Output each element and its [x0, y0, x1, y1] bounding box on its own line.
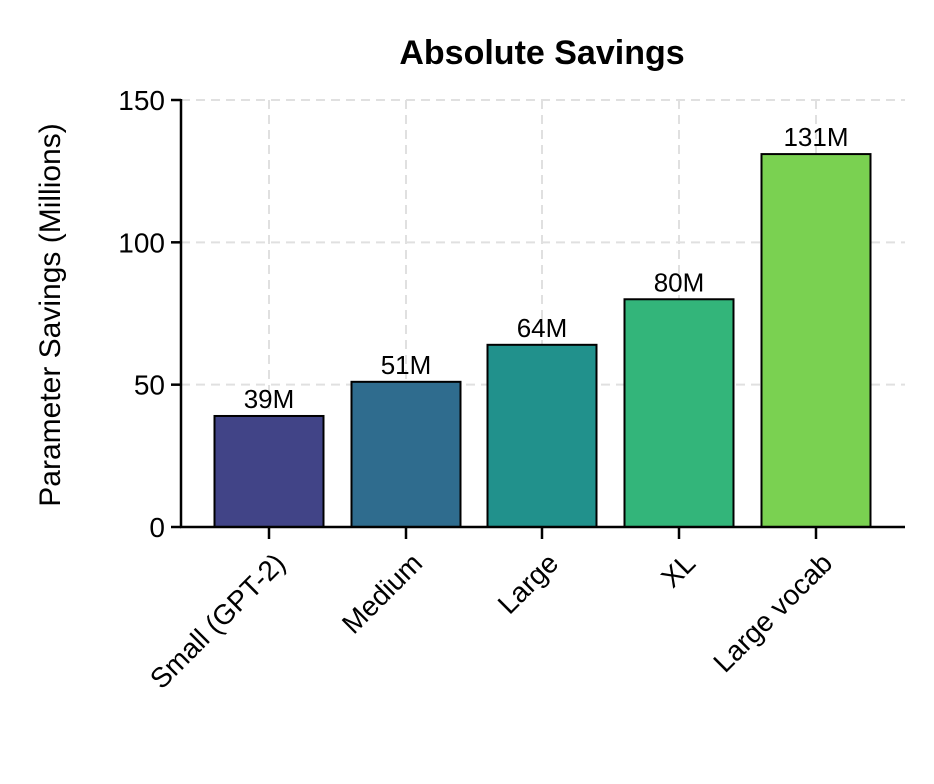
bar-value-label: 80M [654, 267, 705, 297]
bar-value-label: 51M [381, 350, 432, 380]
x-tick-label: Small (GPT-2) [144, 547, 291, 694]
y-tick-label: 100 [118, 227, 165, 258]
bar [350, 380, 462, 528]
bar-value-label: 39M [244, 384, 295, 414]
x-tick-label: Large vocab [707, 547, 838, 678]
y-tick-label: 50 [134, 370, 165, 401]
bar [213, 414, 325, 529]
x-axis-ticks: Small (GPT-2) Medium Large XL Large vocab [144, 527, 838, 695]
y-tick-label: 0 [149, 512, 165, 543]
y-axis-ticks: 0 50 100 150 [118, 85, 181, 543]
bar [486, 343, 598, 528]
bar [760, 153, 872, 528]
bar-value-label: 64M [517, 313, 568, 343]
bar-value-label: 131M [783, 122, 848, 152]
x-tick-label: Large [492, 547, 565, 620]
bar [623, 298, 735, 528]
bars: 39M 51M 64M 80M 131M [213, 122, 872, 529]
x-tick-label: Medium [336, 547, 428, 639]
y-tick-label: 150 [118, 85, 165, 116]
chart-title: Absolute Savings [399, 34, 684, 72]
x-tick-label: XL [655, 547, 701, 593]
y-axis-label: Parameter Savings (Millions) [34, 123, 67, 506]
